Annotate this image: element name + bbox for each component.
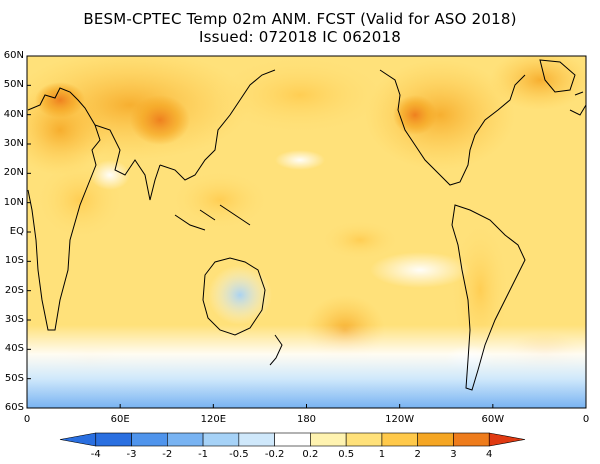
colorbar-cell — [310, 432, 347, 447]
lat-label: 30S — [4, 314, 24, 325]
lon-label: 60W — [481, 414, 505, 425]
lat-label: 60N — [3, 50, 24, 61]
lat-label: 40S — [4, 343, 24, 355]
colorbar-label: 0.5 — [338, 449, 355, 460]
lon-label: 180 — [296, 414, 317, 425]
lon-label: 120E — [200, 414, 227, 425]
map-title: BESM-CPTEC Temp 02m ANM. FCST (Valid for… — [83, 10, 517, 28]
colorbar-cell — [95, 432, 132, 447]
lon-label: 120W — [385, 414, 415, 425]
colorbar-cell — [488, 432, 526, 447]
lat-label: 50N — [3, 79, 24, 91]
lat-label: 10S — [4, 255, 24, 267]
colorbar-cell — [59, 432, 97, 447]
colorbar-label: -0.2 — [264, 449, 285, 460]
colorbar-cell — [238, 432, 275, 447]
lat-label: EQ — [9, 226, 24, 237]
lat-label: 20S — [4, 284, 24, 296]
issued-subtitle: Issued: 072018 IC 062018 — [199, 28, 401, 46]
north-america-hot-spot — [393, 95, 437, 135]
lat-label: 20N — [3, 167, 24, 179]
colorbar-cell — [167, 432, 204, 447]
colorbar-cell — [453, 432, 490, 447]
colorbar-label: 1 — [378, 449, 386, 460]
lat-label: 50S — [4, 372, 24, 384]
colorbar-label: -3 — [126, 449, 137, 460]
colorbar-cell — [345, 432, 383, 447]
colorbar-label: 3 — [450, 449, 457, 460]
colorbar-label: -0.5 — [229, 449, 249, 460]
colorbar-label: -4 — [90, 449, 101, 460]
colorbar-cell — [202, 432, 240, 447]
lat-label: 10N — [3, 196, 24, 208]
colorbar-cell — [131, 432, 168, 447]
lon-label: 60E — [110, 414, 130, 425]
lon-label: 0 — [23, 414, 31, 425]
lat-label: 40N — [3, 108, 24, 120]
colorbar-label: 0.2 — [302, 449, 319, 460]
lat-label: 30N — [3, 138, 24, 149]
colorbar-cell — [381, 432, 418, 447]
colorbar-label: -2 — [162, 449, 173, 460]
colorbar-cell — [417, 432, 454, 447]
colorbar-label: -1 — [198, 449, 209, 460]
southern-ocean-cold-band — [27, 325, 586, 408]
australia-cool-area — [208, 265, 272, 325]
colorbar-cell — [274, 432, 311, 447]
tibet-hot-spot — [130, 95, 190, 145]
colorbar-label: 2 — [414, 449, 421, 460]
lat-label: 60S — [4, 402, 24, 413]
colorbar-label: 4 — [486, 449, 493, 460]
lon-label: 0 — [582, 414, 590, 425]
coastlines — [27, 59, 586, 391]
